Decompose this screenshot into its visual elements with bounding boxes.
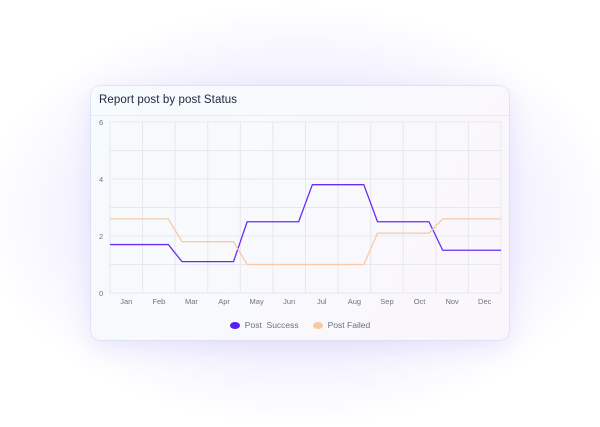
- legend-item-success[interactable]: Post Success: [229, 320, 299, 330]
- series-line-failed: [110, 218, 501, 266]
- y-tick-label: 2: [99, 232, 103, 241]
- x-tick-label: Jun: [283, 297, 295, 306]
- card-header: Report post by post Status: [91, 86, 509, 116]
- y-tick-label: 0: [99, 289, 103, 298]
- x-tick-label: May: [250, 297, 264, 306]
- x-tick-label: Jan: [120, 297, 132, 306]
- y-tick-label: 4: [99, 175, 103, 184]
- x-tick-label: Aug: [348, 297, 361, 306]
- chart-legend: Post Success Post Failed: [91, 320, 509, 330]
- line-chart: 0 2 4 6 Jan Feb Mar Apr May Jun Jul Aug Sep Oct Nov Dec: [99, 118, 502, 306]
- chart-title: Report post by post Status: [99, 94, 238, 106]
- chart-card: Report post by post Status 0 2 4 6 Jan Feb Mar…: [91, 86, 509, 340]
- x-tick-label: Jul: [317, 297, 327, 306]
- failed-legend-dot-icon: [312, 321, 323, 329]
- success-legend-dot-icon: [229, 321, 240, 329]
- x-tick-label: Oct: [414, 297, 427, 306]
- y-tick-label: 6: [99, 118, 103, 127]
- x-tick-label: Mar: [185, 297, 198, 306]
- legend-label-failed: Post Failed: [327, 320, 371, 330]
- series-line-success: [110, 184, 501, 263]
- x-tick-label: Dec: [478, 297, 492, 306]
- x-tick-label: Apr: [218, 297, 230, 306]
- x-tick-label: Sep: [380, 297, 393, 306]
- x-tick-label: Nov: [445, 297, 459, 306]
- x-tick-label: Feb: [152, 297, 165, 306]
- legend-item-failed[interactable]: Post Failed: [312, 320, 371, 330]
- legend-label-success: Post Success: [244, 320, 299, 330]
